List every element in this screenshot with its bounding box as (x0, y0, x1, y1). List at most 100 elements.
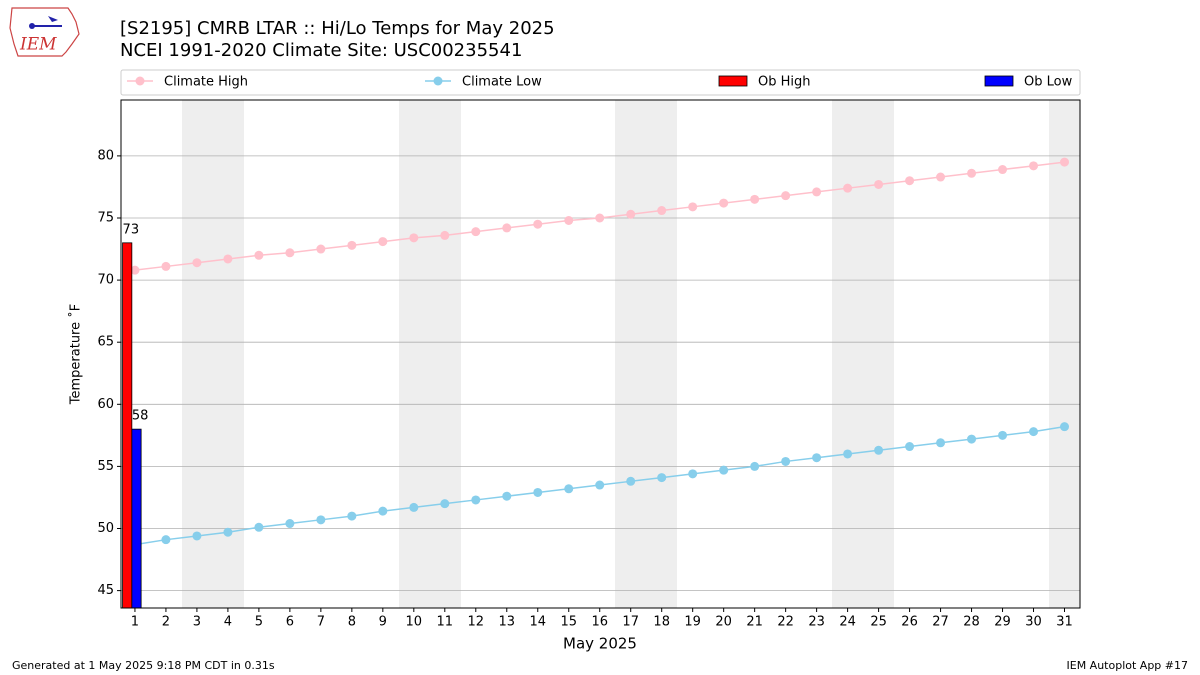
x-tick-label: 12 (468, 615, 485, 630)
data-point (750, 194, 760, 204)
x-tick-label: 2 (162, 615, 170, 630)
data-point (1029, 161, 1039, 171)
legend-box (120, 69, 1081, 96)
footer-left: Generated at 1 May 2025 9:18 PM CDT in 0… (12, 659, 275, 672)
data-point (254, 522, 264, 532)
data-point (564, 484, 574, 494)
weekend-bands (182, 100, 1080, 608)
data-point (502, 223, 512, 233)
legend-label: Ob High (758, 75, 811, 90)
data-point (750, 461, 760, 471)
data-point (161, 535, 171, 545)
x-tick-label: 6 (286, 615, 294, 630)
data-point (223, 527, 233, 537)
legend-label: Climate Low (462, 75, 542, 90)
data-point (440, 230, 450, 240)
plot-frame (120, 99, 1081, 609)
data-point (161, 261, 171, 271)
x-tick-label: 3 (193, 615, 201, 630)
data-point (719, 198, 729, 208)
y-tick-label: 45 (97, 583, 114, 598)
legend-swatch (984, 75, 1014, 87)
x-tick-label: 13 (498, 615, 515, 630)
data-point (874, 445, 884, 455)
data-point (781, 456, 791, 466)
footer-right: IEM Autoplot App #17 (1067, 659, 1189, 672)
x-tick-label: 11 (437, 615, 454, 630)
data-point (688, 202, 698, 212)
data-point (657, 473, 667, 483)
data-point (285, 248, 295, 258)
legend-swatch (135, 76, 145, 86)
chart-title: [S2195] CMRB LTAR :: Hi/Lo Temps for May… (120, 18, 555, 39)
data-point (471, 227, 481, 237)
x-tick-label: 26 (901, 615, 918, 630)
data-point (347, 511, 357, 521)
x-tick-label: 8 (348, 615, 356, 630)
bar (122, 242, 133, 609)
x-tick-label: 22 (777, 615, 794, 630)
x-tick-label: 29 (994, 615, 1011, 630)
data-point (967, 434, 977, 444)
legend-swatch (718, 75, 748, 87)
data-point (378, 237, 388, 247)
x-tick-label: 16 (591, 615, 608, 630)
data-point (626, 476, 636, 486)
data-point (1060, 422, 1070, 432)
data-point (998, 430, 1008, 440)
data-point (285, 519, 295, 529)
data-label: 73 (123, 222, 140, 237)
data-point (564, 215, 574, 225)
y-tick-label: 55 (97, 459, 114, 474)
y-tick-label: 65 (97, 335, 114, 350)
x-tick-label: 25 (870, 615, 887, 630)
data-point (130, 265, 140, 275)
logo-text: IEM (19, 35, 57, 55)
data-point (1060, 157, 1070, 167)
data-point (905, 442, 915, 452)
x-tick-label: 24 (839, 615, 856, 630)
data-point (533, 219, 543, 229)
x-tick-label: 5 (255, 615, 263, 630)
data-point (192, 531, 202, 541)
x-tick-label: 18 (653, 615, 670, 630)
y-tick-label: 70 (97, 273, 114, 288)
data-point (936, 438, 946, 448)
data-point (223, 254, 233, 264)
data-point (1029, 427, 1039, 437)
data-point (812, 187, 822, 197)
x-tick-label: 19 (684, 615, 701, 630)
data-point (626, 209, 636, 219)
data-point (843, 183, 853, 193)
data-point (254, 250, 264, 260)
x-tick-label: 14 (529, 615, 546, 630)
x-tick-label: 10 (406, 615, 423, 630)
plot-area (121, 100, 1080, 608)
x-tick-label: 7 (317, 615, 325, 630)
chart-subtitle: NCEI 1991-2020 Climate Site: USC00235541 (120, 40, 522, 61)
x-tick-label: 15 (560, 615, 577, 630)
x-tick-label: 17 (622, 615, 639, 630)
data-label: 58 (132, 409, 149, 424)
data-point (378, 506, 388, 516)
x-tick-label: 20 (715, 615, 732, 630)
data-point (502, 491, 512, 501)
data-point (843, 449, 853, 459)
data-point (471, 495, 481, 505)
data-point (533, 487, 543, 497)
x-tick-label: 23 (808, 615, 825, 630)
data-point (409, 233, 419, 243)
legend-label: Ob Low (1024, 75, 1073, 90)
data-point (781, 191, 791, 201)
data-point (595, 213, 605, 223)
x-tick-label: 1 (131, 615, 139, 630)
x-tick-label: 4 (224, 615, 232, 630)
logo: IEM (9, 7, 80, 57)
data-point (409, 502, 419, 512)
y-tick-label: 60 (97, 397, 114, 412)
data-point (347, 240, 357, 250)
x-tick-label: 27 (932, 615, 949, 630)
data-point (657, 206, 667, 216)
data-point (874, 179, 884, 189)
